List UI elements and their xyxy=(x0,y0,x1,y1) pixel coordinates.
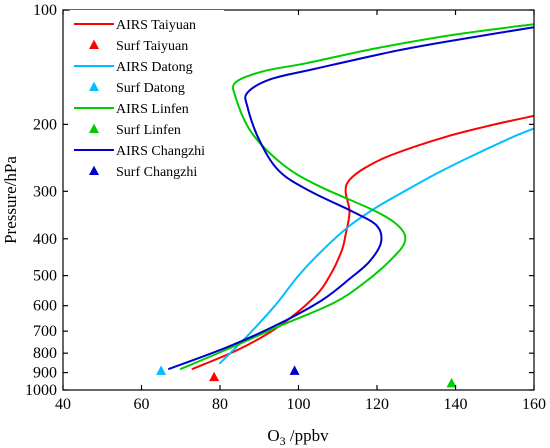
y-tick-label: 400 xyxy=(33,231,57,248)
y-tick-label: 900 xyxy=(33,365,57,382)
x-tick-label: 120 xyxy=(365,396,389,413)
series-line-airs-linfen xyxy=(179,23,534,370)
series-line-airs-datong xyxy=(219,127,534,365)
legend-label: Surf Datong xyxy=(116,81,185,96)
y-tick-label: 200 xyxy=(33,116,57,133)
series-line-airs-changzhi xyxy=(168,26,534,370)
legend-label: AIRS Changzhi xyxy=(116,144,205,159)
x-tick-label: 40 xyxy=(55,396,71,413)
surface-marker-surf-datong xyxy=(156,365,167,375)
surface-marker-surf-linfen xyxy=(446,377,457,388)
x-tick-label: 100 xyxy=(287,396,311,413)
series-layer xyxy=(168,23,534,370)
legend-label: AIRS Linfen xyxy=(116,102,189,117)
marker-layer xyxy=(156,365,457,388)
y-tick-label: 1000 xyxy=(25,382,57,399)
y-tick-label: 300 xyxy=(33,183,57,200)
legend-triangle-swatch xyxy=(89,165,99,176)
series-line-airs-taiyuan xyxy=(191,114,534,370)
x-axis-title: O3 /ppbv xyxy=(267,426,329,448)
legend-label: Surf Taiyuan xyxy=(116,39,188,54)
x-axis-title-subscript: 3 xyxy=(280,434,286,448)
legend-triangle-swatch xyxy=(89,81,99,92)
y-tick-label: 700 xyxy=(33,323,57,340)
y-axis-title: Pressure/hPa xyxy=(1,156,20,244)
x-tick-label: 80 xyxy=(212,396,228,413)
surface-marker-surf-taiyuan xyxy=(209,371,220,382)
x-tick-label: 160 xyxy=(522,396,546,413)
y-tick-label: 600 xyxy=(33,298,57,315)
legend-label: AIRS Datong xyxy=(116,60,193,75)
legend: AIRS Taiyuan Surf Taiyuan AIRS Datong Surf … xyxy=(70,10,224,182)
y-tick-label: 500 xyxy=(33,268,57,285)
x-tick-label: 60 xyxy=(134,396,150,413)
x-tick-label: 140 xyxy=(444,396,468,413)
legend-label: Surf Changzhi xyxy=(116,165,197,180)
legend-background xyxy=(70,10,224,182)
legend-label: AIRS Taiyuan xyxy=(116,18,196,33)
x-axis-ticks: 40 60 80 100 120 140 160 xyxy=(55,10,546,413)
y-tick-label: 100 xyxy=(33,2,57,19)
legend-triangle-swatch xyxy=(89,123,99,134)
surface-marker-surf-changzhi xyxy=(289,365,300,375)
legend-triangle-swatch xyxy=(89,39,99,50)
y-tick-label: 800 xyxy=(33,345,57,362)
x-axis-title-unit: /ppbv xyxy=(286,426,329,445)
legend-label: Surf Linfen xyxy=(116,123,181,138)
